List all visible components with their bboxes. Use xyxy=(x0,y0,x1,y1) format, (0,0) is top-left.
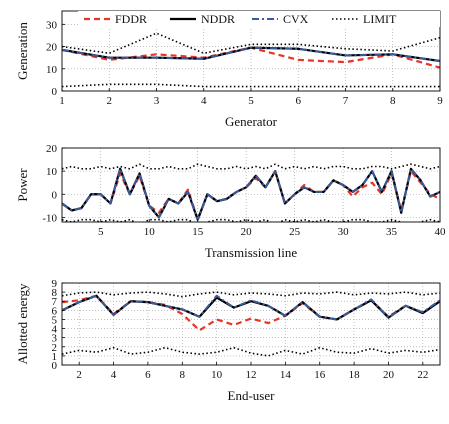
series-line-cvx xyxy=(62,46,440,62)
x-tick-label: 1 xyxy=(59,95,65,107)
x-tick-label: 40 xyxy=(435,226,447,238)
energy-chart: 2 4 6 8 10 12 14 16 18 20 220123456789End-userAllo… xyxy=(15,278,441,403)
y-tick-label: 10 xyxy=(46,166,58,178)
x-tick-label: 8 xyxy=(180,369,186,381)
y-axis-label: Power xyxy=(15,168,30,202)
series-line-limit-upper xyxy=(62,291,440,298)
x-tick-label: 14 xyxy=(280,369,292,381)
plot-area xyxy=(62,148,440,222)
y-tick-label: 0 xyxy=(52,86,58,98)
y-tick-label: -10 xyxy=(42,212,57,224)
legend-label-fddr: FDDR xyxy=(115,12,147,26)
y-tick-label: 7 xyxy=(52,296,58,308)
x-tick-label: 20 xyxy=(383,369,395,381)
y-tick-label: 4 xyxy=(52,324,58,336)
y-tick-label: 6 xyxy=(52,305,58,317)
x-tick-label: 16 xyxy=(314,369,326,381)
y-tick-label: 0 xyxy=(52,360,58,372)
x-tick-label: 6 xyxy=(296,95,302,107)
series-group xyxy=(62,32,440,88)
y-axis-label: Generation xyxy=(15,22,30,80)
x-tick-label: 3 xyxy=(154,95,160,107)
x-tick-label: 6 xyxy=(145,369,151,381)
legend-label-nddr: NDDR xyxy=(201,12,235,26)
y-tick-label: 20 xyxy=(46,143,58,155)
y-tick-label: 3 xyxy=(52,333,58,345)
x-tick-label: 2 xyxy=(76,369,82,381)
legend: FDDR NDDR CVX LIMIT xyxy=(78,11,440,27)
y-tick-label: 5 xyxy=(52,314,58,326)
x-tick-label: 15 xyxy=(192,226,204,238)
y-tick-label: 10 xyxy=(46,64,58,76)
generation-chart: 1 2 3 4 5 6 7 8 9 0 10 20 30 Generator Generation xyxy=(15,10,443,129)
x-tick-label: 25 xyxy=(289,226,301,238)
series-group xyxy=(62,163,440,222)
y-axis-label: Allotted energy xyxy=(15,283,30,364)
x-tick-label: 18 xyxy=(349,369,361,381)
x-tick-label: 10 xyxy=(144,226,156,238)
legend-entry-cvx: CVX xyxy=(252,12,309,26)
y-tick-label: 20 xyxy=(46,42,58,54)
x-axis-label: End-user xyxy=(228,388,276,403)
legend-entry-fddr: FDDR xyxy=(84,12,147,26)
x-tick-label: 2 xyxy=(107,95,113,107)
legend-entry-nddr: NDDR xyxy=(170,12,235,26)
power-chart: 5 10 15 20 25 30 35 40 -10 0 10 20 Transmission line… xyxy=(15,143,446,260)
series-line-limit-lower xyxy=(62,346,440,357)
x-axis-label: Generator xyxy=(225,114,278,129)
legend-label-cvx: CVX xyxy=(283,12,309,26)
x-axis-label: Transmission line xyxy=(205,245,298,260)
y-tick-label: 30 xyxy=(46,19,58,31)
y-tick-label: 1 xyxy=(52,351,58,363)
x-tick-label: 35 xyxy=(386,226,398,238)
series-line-cvx xyxy=(62,167,440,221)
series-line-limit-upper xyxy=(62,163,440,170)
legend-entry-limit: LIMIT xyxy=(332,12,397,26)
x-tick-label: 22 xyxy=(417,369,428,381)
x-tick-label: 5 xyxy=(248,95,254,107)
y-tick-label: 0 xyxy=(52,189,58,201)
x-tick-label: 4 xyxy=(201,95,207,107)
series-line-cvx xyxy=(62,294,440,321)
x-tick-label: 4 xyxy=(111,369,117,381)
x-tick-label: 10 xyxy=(211,369,223,381)
x-tick-label: 12 xyxy=(246,369,257,381)
legend-label-limit: LIMIT xyxy=(363,12,397,26)
x-tick-label: 5 xyxy=(98,226,104,238)
x-tick-label: 7 xyxy=(343,95,349,107)
x-tick-label: 9 xyxy=(437,95,443,107)
series-line-limit-lower xyxy=(62,218,440,222)
x-tick-label: 8 xyxy=(390,95,396,107)
y-tick-label: 9 xyxy=(52,278,58,290)
x-tick-label: 30 xyxy=(338,226,350,238)
y-tick-label: 2 xyxy=(52,342,58,354)
series-group xyxy=(62,291,440,357)
x-tick-label: 20 xyxy=(241,226,253,238)
series-line-limit-upper xyxy=(62,32,440,55)
series-line-limit-lower xyxy=(62,83,440,88)
plot-frame xyxy=(61,147,441,223)
y-tick-label: 8 xyxy=(52,287,58,299)
